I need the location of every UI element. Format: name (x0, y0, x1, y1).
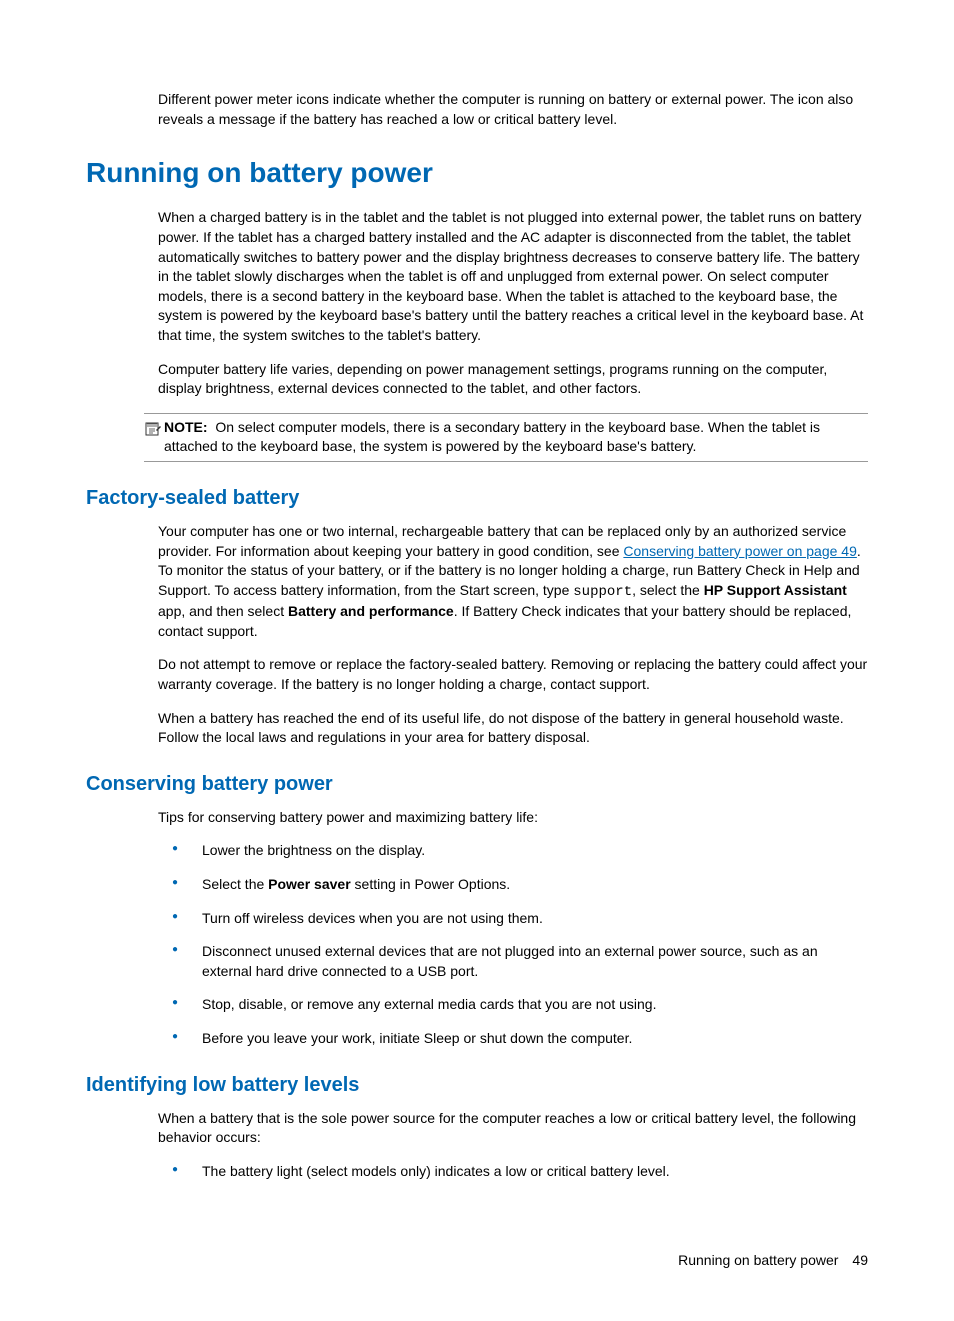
heading-factory-sealed: Factory-sealed battery (86, 484, 868, 512)
note-callout: NOTE: On select computer models, there i… (144, 413, 868, 462)
note-body: On select computer models, there is a se… (164, 419, 820, 455)
list-item: The battery light (select models only) i… (158, 1162, 868, 1182)
body-paragraph: When a charged battery is in the tablet … (158, 208, 868, 345)
list-item: Turn off wireless devices when you are n… (158, 909, 868, 929)
body-paragraph: Tips for conserving battery power and ma… (158, 808, 868, 828)
page-number: 49 (852, 1252, 868, 1268)
list-item: Select the Power saver setting in Power … (158, 875, 868, 895)
body-paragraph: Your computer has one or two internal, r… (158, 522, 868, 642)
note-icon (144, 420, 162, 444)
body-paragraph: Computer battery life varies, depending … (158, 360, 868, 399)
list-item: Lower the brightness on the display. (158, 841, 868, 861)
low-battery-list: The battery light (select models only) i… (158, 1162, 868, 1182)
body-paragraph: When a battery has reached the end of it… (158, 709, 868, 748)
body-paragraph: Do not attempt to remove or replace the … (158, 655, 868, 694)
list-item: Stop, disable, or remove any external me… (158, 995, 868, 1015)
note-label: NOTE: (164, 419, 208, 435)
footer-section-title: Running on battery power (678, 1252, 838, 1268)
code-text: support (573, 584, 632, 600)
note-text: NOTE: On select computer models, there i… (164, 418, 868, 457)
heading-low-battery: Identifying low battery levels (86, 1071, 868, 1099)
tips-list: Lower the brightness on the display. Sel… (158, 841, 868, 1048)
page-footer: Running on battery power 49 (86, 1251, 868, 1271)
list-item: Before you leave your work, initiate Sle… (158, 1029, 868, 1049)
heading-running-on-battery: Running on battery power (86, 153, 868, 192)
link-conserving-battery[interactable]: Conserving battery power on page 49 (623, 543, 856, 559)
list-item: Disconnect unused external devices that … (158, 942, 868, 981)
body-paragraph: When a battery that is the sole power so… (158, 1109, 868, 1148)
intro-text: Different power meter icons indicate whe… (158, 90, 868, 129)
heading-conserving-battery: Conserving battery power (86, 770, 868, 798)
